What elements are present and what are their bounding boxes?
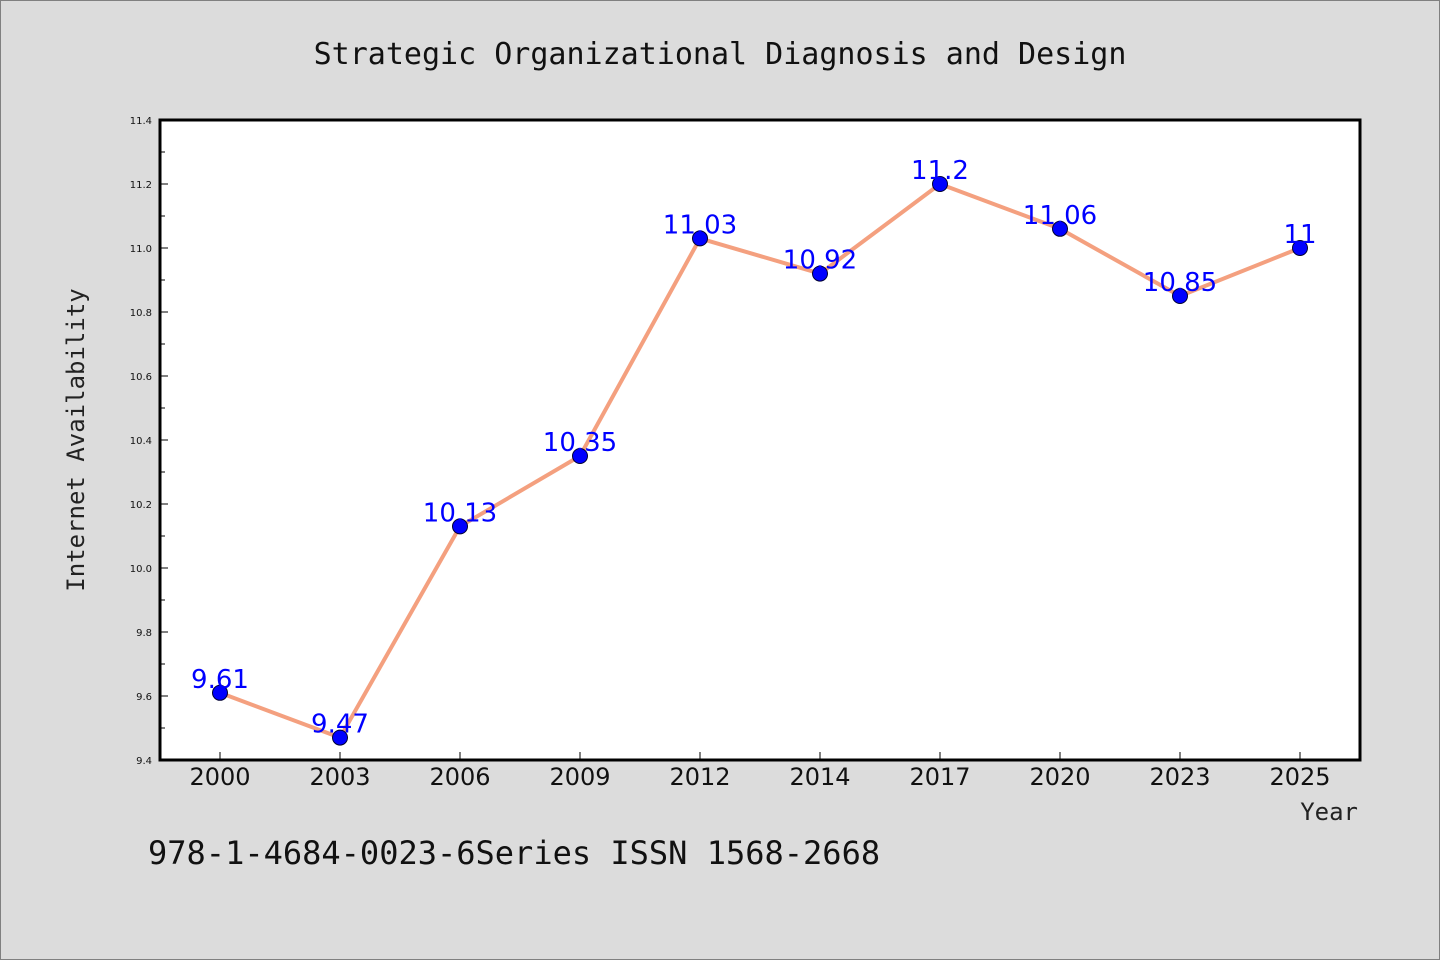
data-label: 11 (1283, 220, 1316, 250)
x-axis-label: Year (1300, 798, 1358, 826)
data-point (1292, 240, 1308, 256)
footer-isbn: 978-1-4684-0023-6Series ISSN 1568-2668 (148, 834, 880, 872)
data-label: 9.61 (191, 665, 249, 695)
y-axis-label: Internet Availability (62, 288, 90, 591)
y-tick-label: 10.2 (130, 500, 152, 511)
plot-area (158, 118, 1362, 762)
data-point (692, 230, 708, 247)
data-label: 10.13 (423, 498, 497, 528)
y-tick-label: 10.0 (130, 564, 152, 575)
data-point (332, 729, 348, 746)
x-tick-label: 2020 (1029, 763, 1090, 791)
y-tick-label: 10.8 (130, 308, 152, 319)
data-label: 9.47 (311, 710, 369, 740)
data-point (812, 265, 828, 282)
y-tick-label: 9.4 (136, 756, 152, 767)
series-markers (212, 176, 1308, 746)
data-label: 10.35 (543, 428, 617, 458)
y-tick-label: 11.2 (130, 180, 152, 191)
data-labels: 9.61 9.47 10.13 10.35 11.03 10.92 11.2 11.06 10.… (191, 156, 1316, 740)
x-tick-label: 2006 (429, 763, 490, 791)
data-label: 11.03 (663, 210, 737, 240)
x-tick-label: 2009 (549, 763, 610, 791)
series-line (219, 182, 1301, 740)
data-point (932, 176, 948, 192)
data-label: 10.85 (1143, 268, 1217, 298)
data-point (212, 684, 228, 701)
data-point (572, 448, 588, 464)
data-point (452, 518, 468, 535)
y-tick-label: 11.0 (130, 244, 152, 255)
data-label: 11.2 (911, 156, 969, 186)
x-tick-label: 2003 (309, 763, 370, 791)
x-tick-label: 2000 (189, 763, 250, 791)
data-point (1172, 288, 1188, 304)
axis-ticks: 9.4 9.6 9.8 10.0 10.2 10.4 10.6 10.8 11.0 11.2 11.… (130, 116, 1331, 791)
x-tick-label: 2012 (669, 763, 730, 791)
y-tick-label: 9.6 (136, 692, 152, 703)
x-tick-label: 2014 (789, 763, 850, 791)
data-point (1052, 220, 1068, 237)
y-tick-label: 10.6 (130, 372, 152, 383)
y-tick-label: 9.8 (136, 628, 152, 639)
data-label: 10.92 (783, 246, 857, 276)
data-label: 11.06 (1023, 201, 1097, 231)
chart-title: Strategic Organizational Diagnosis and D… (314, 37, 1127, 72)
x-tick-label: 2017 (909, 763, 970, 791)
x-tick-label: 2025 (1269, 763, 1330, 791)
y-tick-label: 10.4 (130, 436, 152, 447)
y-tick-label: 11.4 (130, 116, 152, 127)
x-tick-label: 2023 (1149, 763, 1210, 791)
